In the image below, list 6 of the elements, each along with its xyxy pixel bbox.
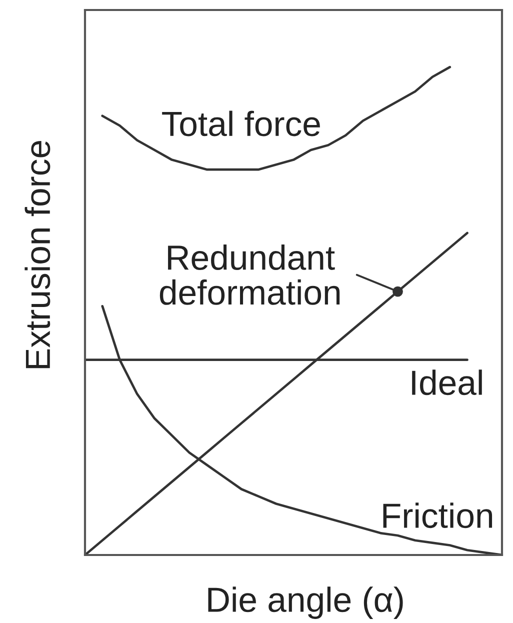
series-label: Friction: [383, 502, 492, 528]
y-axis-title: Extrusion force: [24, 141, 50, 368]
series-label: Ideal: [412, 370, 482, 396]
series-label: Total force: [162, 110, 320, 136]
legend-label: Redundant deformation: [160, 244, 340, 305]
x-axis-title: Die angle (α): [208, 586, 403, 619]
